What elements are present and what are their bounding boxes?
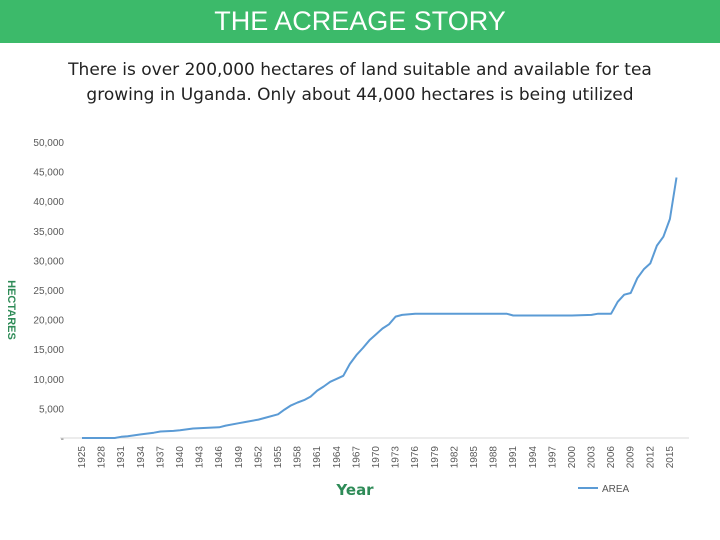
x-tick-label: 1946 <box>214 446 225 469</box>
y-tick-label: 40,000 <box>33 197 64 208</box>
x-tick-label: 1949 <box>234 446 245 469</box>
x-tick-label: 2012 <box>645 446 656 469</box>
y-tick-label: 15,000 <box>33 345 64 356</box>
x-tick-label: 1961 <box>312 446 323 469</box>
legend-label: AREA <box>602 484 630 495</box>
x-tick-label: 2015 <box>665 446 676 469</box>
x-tick-label: 1955 <box>273 446 284 469</box>
x-tick-label: 1994 <box>528 446 539 469</box>
y-tick-label: 35,000 <box>33 227 64 238</box>
x-tick-label: 1979 <box>430 446 441 469</box>
x-tick-label: 1925 <box>77 446 88 469</box>
legend: AREA <box>578 484 630 495</box>
x-tick-label: 1952 <box>253 446 264 469</box>
y-tick-label: 10,000 <box>33 375 64 386</box>
y-axis-title: HECTARES <box>5 280 17 340</box>
x-tick-label: 1985 <box>469 446 480 469</box>
x-tick-label: 1958 <box>293 446 304 469</box>
x-tick-label: 1970 <box>371 446 382 469</box>
x-tick-label: 1997 <box>547 446 558 469</box>
y-tick-label: 5,000 <box>39 404 64 415</box>
series-layer <box>82 177 678 439</box>
x-tick-label: 2000 <box>567 446 578 469</box>
page-title: THE ACREAGE STORY <box>0 0 720 43</box>
y-tick-label: 50,000 <box>33 138 64 149</box>
x-tick-label: 1964 <box>332 446 343 469</box>
y-tick-label: 25,000 <box>33 286 64 297</box>
x-tick-label: 1973 <box>391 446 402 469</box>
x-tick-label: 1967 <box>351 446 362 469</box>
y-tick-label: - <box>61 434 64 445</box>
y-tick-label: 20,000 <box>33 316 64 327</box>
x-tick-label: 1928 <box>97 446 108 469</box>
x-axis-title: Year <box>335 481 374 499</box>
page-subtitle: There is over 200,000 hectares of land s… <box>20 58 700 108</box>
x-tick-label: 1931 <box>116 446 127 469</box>
x-tick-label: 2009 <box>626 446 637 469</box>
subtitle-line-2: growing in Uganda. Only about 44,000 hec… <box>86 85 634 105</box>
x-tick-label: 1940 <box>175 446 186 469</box>
y-tick-label: 45,000 <box>33 168 64 179</box>
x-axis-ticks: 1925 1928 1931 1934 1937 1940 1943 1946 1949 1952… <box>77 446 676 469</box>
x-tick-label: 1976 <box>410 446 421 469</box>
x-tick-label: 1934 <box>136 446 147 469</box>
series-line-area <box>82 177 678 439</box>
subtitle-line-1: There is over 200,000 hectares of land s… <box>68 60 652 80</box>
x-tick-label: 1937 <box>155 446 166 469</box>
y-tick-label: 30,000 <box>33 256 64 267</box>
x-tick-label: 1943 <box>195 446 206 469</box>
acreage-line-chart: - 5,000 10,000 15,000 20,000 25,000 30,000 35,0… <box>5 138 689 499</box>
x-tick-label: 1991 <box>508 446 519 469</box>
x-tick-label: 1982 <box>449 446 460 469</box>
x-tick-label: 2003 <box>587 446 598 469</box>
y-axis-ticks: - 5,000 10,000 15,000 20,000 25,000 30,000 35,0… <box>33 138 64 445</box>
x-tick-label: 1988 <box>489 446 500 469</box>
x-tick-label: 2006 <box>606 446 617 469</box>
